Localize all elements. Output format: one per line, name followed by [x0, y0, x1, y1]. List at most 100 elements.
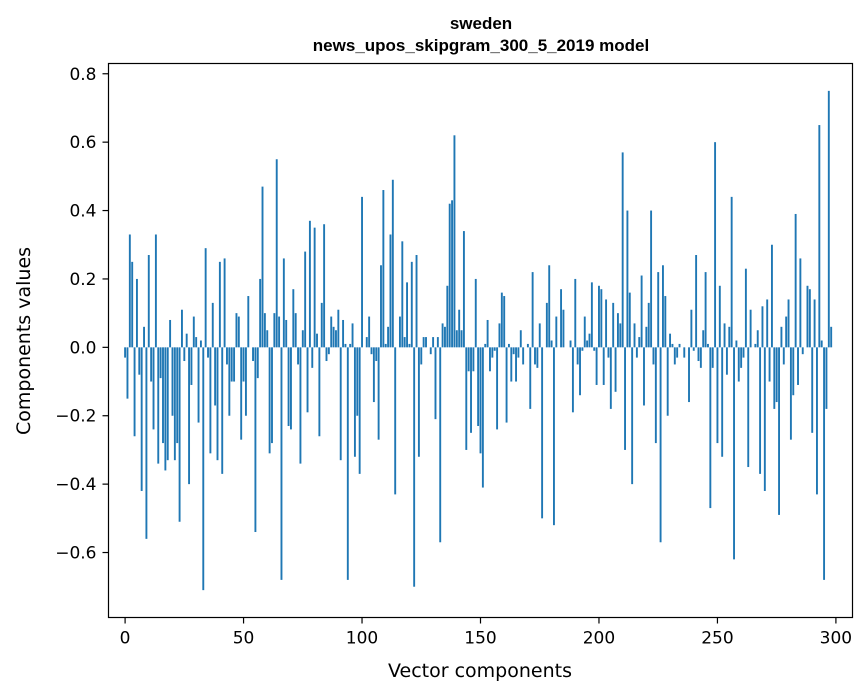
bar-167	[519, 330, 522, 348]
y-tick-label: −0.4	[55, 475, 96, 495]
bar-100	[361, 196, 363, 348]
bar-59	[263, 313, 266, 348]
bar-228	[664, 296, 667, 348]
bar-207	[614, 347, 617, 392]
bar-294	[820, 340, 823, 348]
bar-102	[365, 337, 368, 348]
bar-104	[370, 347, 373, 355]
y-tick-label: 0.4	[69, 202, 96, 222]
bar-13	[154, 234, 157, 348]
bar-36	[209, 347, 212, 454]
bar-131	[434, 347, 437, 420]
x-tick-label: 250	[701, 629, 733, 649]
bar-60	[266, 330, 269, 348]
bar-283	[794, 213, 797, 348]
bar-211	[624, 347, 626, 450]
bar-1	[126, 347, 129, 399]
bar-293	[818, 125, 821, 348]
bar-41	[221, 347, 224, 474]
bar-83	[320, 302, 323, 348]
bar-77	[306, 347, 309, 413]
x-axis-ticks: 0 50 100 150 200 250 300	[120, 617, 852, 649]
bar-25	[183, 347, 186, 362]
bar-261	[742, 347, 745, 358]
bar-47	[235, 313, 238, 348]
bar-111	[387, 326, 390, 348]
bar-56	[256, 347, 259, 379]
bar-62	[271, 347, 273, 444]
bar-129	[429, 347, 432, 355]
bar-46	[233, 347, 236, 382]
bar-149	[477, 347, 480, 426]
bar-246	[707, 343, 709, 348]
bar-242	[697, 347, 700, 362]
bar-142	[460, 330, 463, 348]
bar-178	[545, 302, 548, 348]
x-tick-label: 300	[820, 629, 852, 649]
bar-109	[382, 190, 385, 348]
bar-135	[444, 326, 446, 348]
bar-141	[458, 309, 461, 348]
bar-16	[162, 347, 164, 444]
bar-26	[185, 333, 188, 348]
bar-136	[446, 285, 449, 348]
bar-290	[811, 347, 814, 433]
bar-78	[308, 220, 311, 348]
bar-217	[638, 337, 641, 348]
bar-43	[226, 347, 228, 365]
bar-184	[560, 289, 563, 348]
bars-group	[124, 90, 833, 591]
bar-3	[131, 261, 134, 348]
bar-71	[292, 289, 295, 348]
bar-42	[223, 258, 226, 348]
bar-266	[754, 343, 757, 348]
bar-154	[489, 347, 491, 372]
bar-181	[553, 347, 555, 526]
bar-120	[408, 343, 411, 348]
bar-295	[823, 347, 826, 580]
bar-155	[491, 347, 494, 358]
bar-221	[647, 302, 650, 348]
bar-214	[631, 347, 634, 485]
bar-99	[358, 347, 361, 474]
bar-192	[579, 347, 581, 396]
bar-174	[536, 347, 539, 368]
bar-251	[718, 285, 721, 348]
bar-23	[178, 347, 181, 522]
bar-137	[448, 203, 451, 348]
bar-132	[436, 337, 439, 348]
bar-269	[761, 306, 764, 348]
bar-50	[242, 347, 245, 382]
y-tick-label: −0.6	[55, 544, 96, 564]
plot-frame	[107, 62, 854, 619]
bar-110	[384, 343, 387, 348]
x-tick-label: 150	[464, 629, 496, 649]
bar-268	[759, 347, 762, 474]
bar-124	[417, 347, 420, 457]
bar-226	[659, 347, 662, 543]
bar-95	[349, 343, 352, 348]
bar-220	[645, 326, 648, 348]
bar-236	[683, 347, 686, 358]
bar-37	[211, 302, 214, 348]
bar-117	[401, 241, 404, 348]
bar-15	[159, 347, 162, 379]
bar-24	[181, 309, 183, 348]
y-tick-label: 0.8	[69, 65, 96, 85]
bar-185	[562, 309, 565, 348]
bar-252	[721, 347, 724, 457]
bar-281	[789, 347, 792, 440]
bar-200	[598, 285, 600, 348]
bar-222	[650, 210, 653, 348]
bar-243	[699, 347, 702, 368]
bar-143	[462, 231, 465, 348]
bar-166	[517, 347, 520, 358]
bar-216	[635, 347, 638, 358]
chart-title: sweden	[450, 14, 512, 33]
bar-286	[801, 347, 804, 355]
x-tick-label: 50	[233, 629, 255, 649]
bar-298	[830, 326, 833, 348]
bar-85	[325, 347, 328, 362]
bar-152	[484, 343, 487, 348]
bar-227	[662, 265, 664, 348]
